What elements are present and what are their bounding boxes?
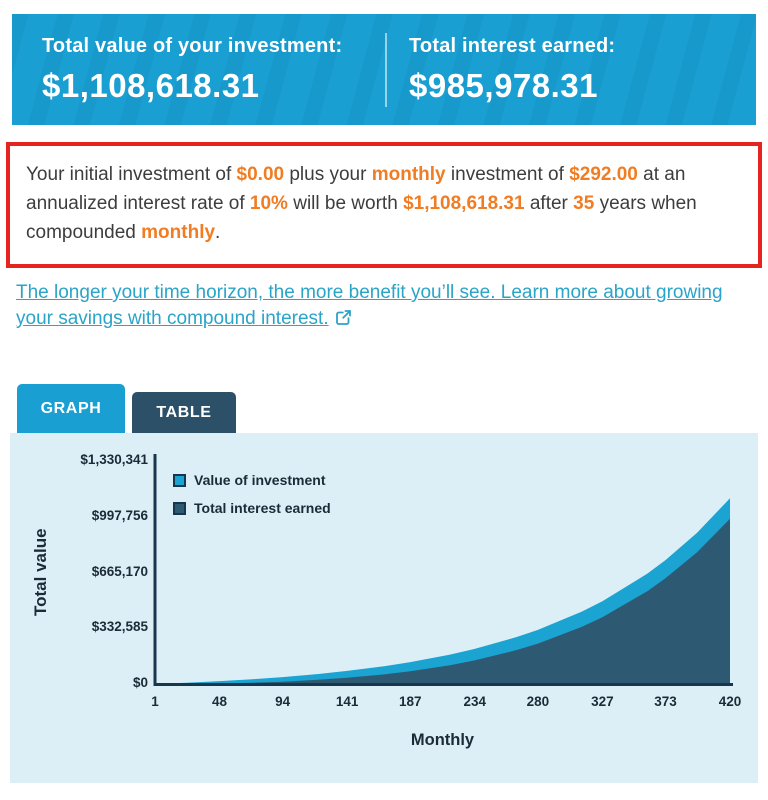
x-tick-label: 141 [335,694,359,709]
learn-more-link-text: The longer your time horizon, the more b… [16,282,723,329]
x-tick-label: 94 [275,694,291,709]
growth-area-chart [153,454,733,686]
highlight-value: $292.00 [569,164,638,185]
highlight-value: 10% [249,193,288,214]
sentence-text: Your initial investment of [26,164,237,185]
highlight-value: 35 [573,193,595,214]
legend-label: Total interest earned [194,500,331,516]
total-interest-stat: Total interest earned: $985,978.31 [387,14,756,125]
total-interest-label: Total interest earned: [409,35,616,57]
x-tick-label: 48 [211,694,227,709]
result-sentence-box: Your initial investment of $0.00 plus yo… [6,142,762,268]
sentence-text: plus your [284,164,372,185]
sentence-text: will be worth [287,193,404,214]
x-tick-label: 373 [654,694,677,709]
highlight-value: $1,108,618.31 [403,193,525,214]
growth-chart-panel: Total value $1,330,341 $997,756 $665,170 $3… [10,433,758,783]
y-tick-label: $0 [132,675,148,690]
sentence-text: years when compounded [26,193,697,243]
sentence-text: . [215,222,221,243]
y-tick-label: $665,170 [91,563,148,579]
legend-label: Value of investment [194,472,326,488]
sentence-text: after [524,193,574,214]
total-value-amount: $1,108,618.31 [42,67,260,104]
legend-item: Total interest earned [173,497,331,519]
totals-banner: Total value of your investment: $1,108,6… [12,14,756,125]
x-tick-label: 1 [151,694,159,709]
sentence-text: at an annualized interest rate of [26,164,686,214]
y-tick-label: $332,585 [91,619,148,635]
highlight-value: $0.00 [236,164,285,185]
y-tick-label: $997,756 [91,507,148,523]
x-tick-label: 327 [591,694,614,709]
x-axis-title: Monthly [410,731,475,749]
y-tick-label: $1,330,341 [80,452,148,467]
total-value-label: Total value of your investment: [42,35,343,57]
legend-swatch-icon [173,473,186,487]
external-link-icon [335,308,352,334]
learn-more-link[interactable]: The longer your time horizon, the more b… [16,280,752,334]
tab-table[interactable]: TABLE [132,392,236,433]
result-sentence: Your initial investment of $0.00 plus yo… [26,164,697,243]
highlight-value: monthly [371,164,446,185]
sentence-text: investment of [445,164,570,185]
tab-graph[interactable]: GRAPH [17,384,125,433]
total-value-stat: Total value of your investment: $1,108,6… [12,14,385,125]
x-tick-label: 280 [526,694,550,709]
x-tick-label: 234 [463,694,486,709]
view-tabs: GRAPH TABLE [17,384,768,433]
total-interest-amount: $985,978.31 [409,67,599,104]
banner-divider [385,32,387,107]
x-tick-label: 420 [718,694,742,709]
chart-legend: Value of investment Total interest earned [173,469,331,525]
x-tick-label: 187 [398,694,422,709]
legend-swatch-icon [173,501,186,515]
legend-item: Value of investment [173,469,331,491]
compound-interest-results-page: Total value of your investment: $1,108,6… [0,14,768,800]
area-series-interest [155,518,730,684]
highlight-value: monthly [141,222,216,243]
